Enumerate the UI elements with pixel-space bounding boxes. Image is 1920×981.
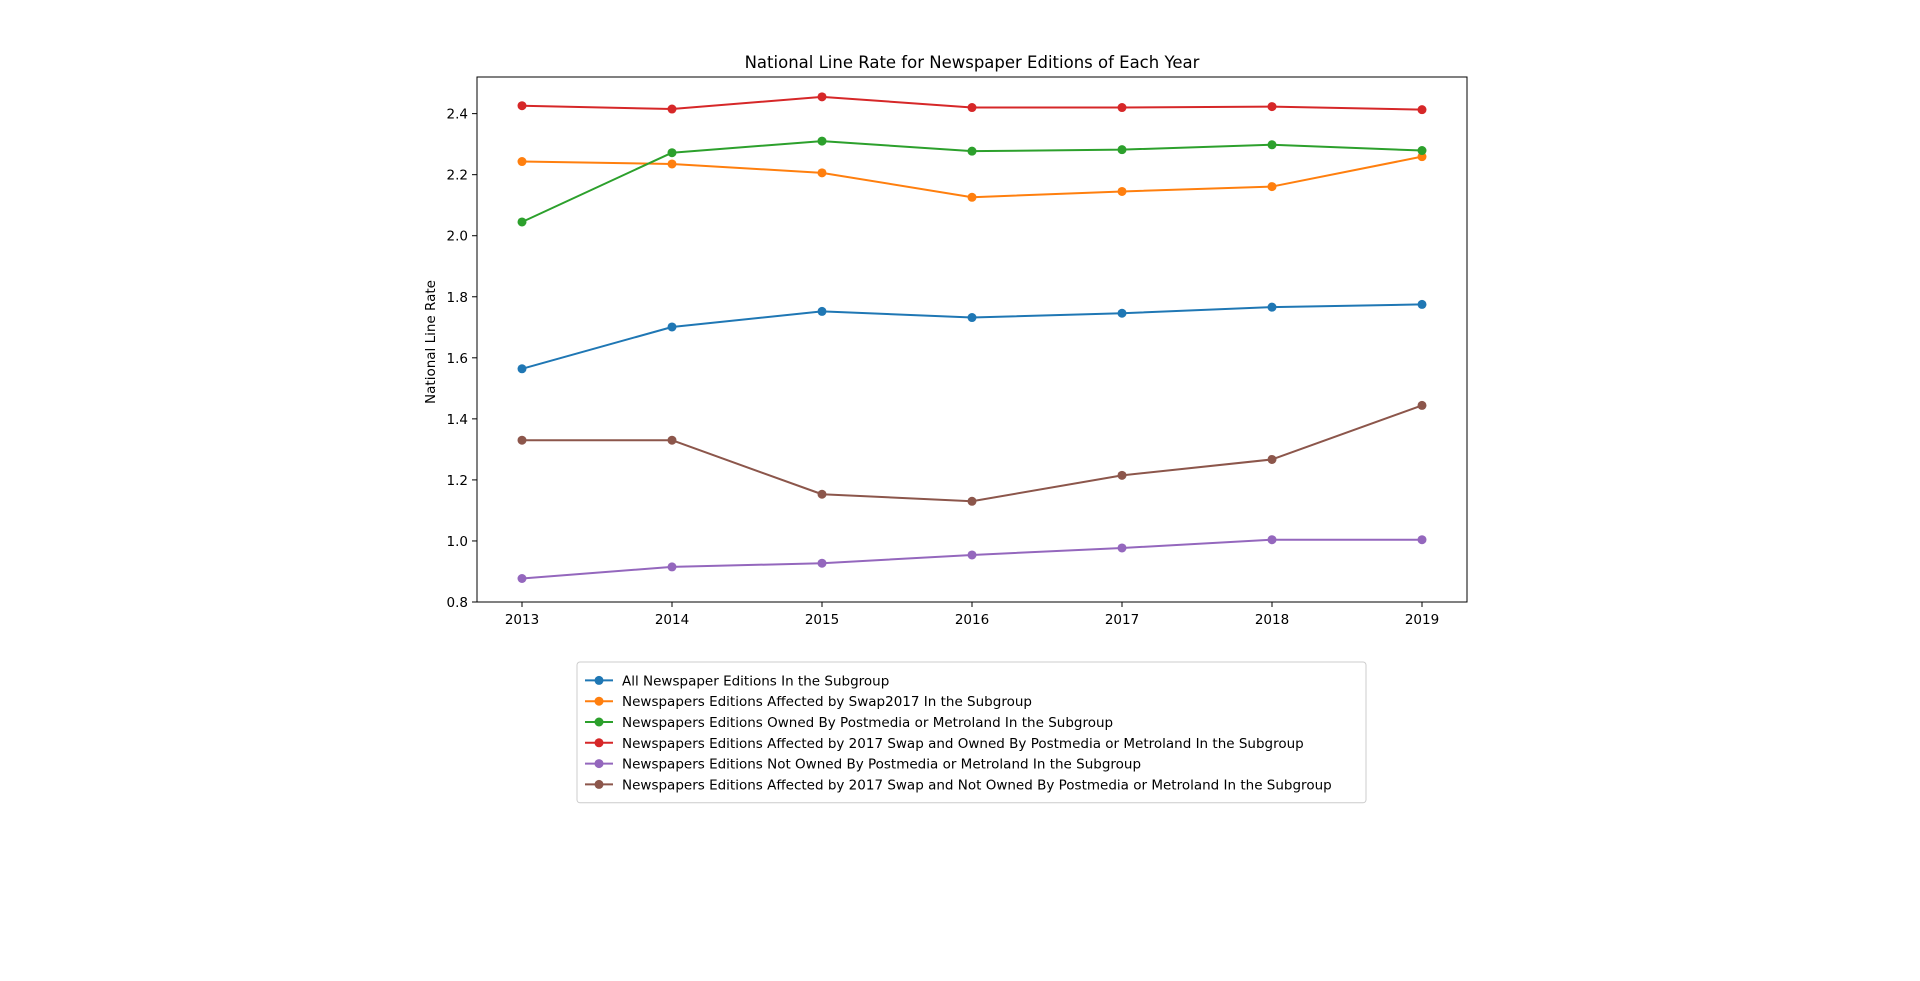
x-tick-label: 2014 [655,612,689,628]
data-point [1417,535,1427,545]
data-point [817,92,827,102]
legend-marker [594,696,604,706]
y-tick-label: 1.8 [447,290,468,306]
data-point [1417,105,1427,115]
data-point [967,313,977,323]
series-6 [517,400,1427,506]
data-point [817,558,827,568]
data-point [967,103,977,113]
series-4 [517,92,1427,115]
series-line [521,155,1423,199]
data-point [967,496,977,506]
data-point [1117,308,1127,318]
data-point [667,148,677,158]
data-point [1267,454,1277,464]
series-line [522,404,1423,503]
data-point [667,322,677,332]
x-tick-label: 2017 [1105,612,1139,628]
data-point [1117,186,1127,196]
y-tick-label: 1.2 [447,473,468,489]
legend-marker [594,717,604,727]
legend-label: Newspapers Editions Affected by 2017 Swa… [622,736,1304,752]
data-point [1417,146,1427,156]
data-point [1267,182,1277,192]
data-point [667,435,677,445]
legend-marker [594,779,604,789]
y-tick-label: 1.4 [447,412,468,428]
axes: 2013 2014 2015 2016 2017 2018 2019 0.8 1.0 1.2 1.4… [447,76,1468,628]
data-point [1117,470,1127,480]
legend-item: Newspapers Editions Affected by 2017 Swa… [585,777,1332,793]
x-tick-label: 2018 [1255,612,1289,628]
data-point [1417,299,1427,309]
series-1 [517,299,1427,374]
data-point [517,573,527,583]
data-point [1117,103,1127,113]
y-tick-label: 1.6 [447,351,468,367]
data-point [1417,400,1427,410]
y-tick-label: 2.0 [447,229,468,245]
data-point [1267,535,1277,545]
data-point [1267,140,1277,150]
data-point [667,104,677,114]
legend-label: All Newspaper Editions In the Subgroup [622,673,889,689]
legend-item: Newspapers Editions Owned By Postmedia o… [585,715,1113,731]
legend-marker [594,738,604,748]
legend-label: Newspapers Editions Affected by Swap2017… [622,694,1032,710]
legend-item: Newspapers Editions Affected by Swap2017… [585,694,1032,710]
data-point [1117,543,1127,553]
data-point [1267,302,1277,312]
x-tick-label: 2016 [955,612,989,628]
series-2 [517,152,1427,202]
legend-label: Newspapers Editions Owned By Postmedia o… [622,715,1113,731]
series-5 [517,535,1427,583]
series-layer [517,92,1427,583]
data-point [517,364,527,374]
x-tick-label: 2013 [505,612,539,628]
data-point [967,192,977,202]
y-tick-label: 1.0 [447,534,468,550]
data-point [817,489,827,499]
data-point [817,168,827,178]
data-point [967,146,977,156]
legend: All Newspaper Editions In the Subgroup Ne… [576,661,1367,804]
data-point [667,562,677,572]
data-point [517,217,527,227]
y-tick-label: 2.4 [447,107,468,123]
legend-item: Newspapers Editions Affected by 2017 Swa… [585,736,1304,752]
legend-box [576,661,1367,804]
x-tick-label: 2015 [805,612,839,628]
legend-item: All Newspaper Editions In the Subgroup [585,673,889,689]
legend-label: Newspapers Editions Affected by 2017 Swa… [622,777,1332,793]
legend-marker [594,759,604,769]
y-tick-label: 2.2 [447,168,468,184]
y-axis-label: National Line Rate [423,280,439,404]
data-point [967,550,977,560]
data-point [667,159,677,169]
y-tick-label: 0.8 [447,595,468,611]
series-3 [517,136,1427,227]
data-point [817,306,827,316]
data-point [1117,145,1127,155]
data-point [517,157,527,167]
chart-title: National Line Rate for Newspaper Edition… [745,53,1200,72]
legend-marker [594,675,604,685]
legend-item: Newspapers Editions Not Owned By Postmed… [585,757,1141,773]
data-point [1267,102,1277,112]
data-point [517,101,527,111]
data-point [817,136,827,146]
data-point [517,435,527,445]
legend-label: Newspapers Editions Not Owned By Postmed… [622,757,1141,773]
x-tick-label: 2019 [1405,612,1439,628]
